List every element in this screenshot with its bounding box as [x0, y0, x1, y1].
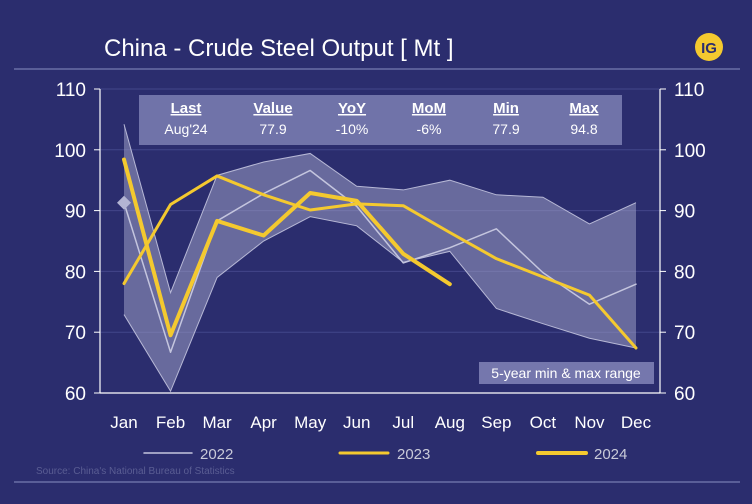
stats-value-yoy: -10%	[336, 121, 369, 137]
stats-header-value: Value	[253, 100, 292, 117]
x-tick-label-aug: Aug	[435, 413, 465, 432]
stats-value-min: 77.9	[492, 121, 519, 137]
stats-header-min: Min	[493, 100, 519, 117]
stats-value-mom: -6%	[417, 121, 442, 137]
stats-value-max: 94.8	[570, 121, 597, 137]
y-tick-label-right-100: 100	[674, 141, 706, 162]
range-band-min-edge	[123, 216, 637, 393]
x-tick-label-jul: Jul	[392, 413, 414, 432]
stats-header-mom: MoM	[412, 100, 446, 117]
legend: 2022 2023 2024	[143, 446, 627, 463]
source-note: Source: China's National Bureau of Stati…	[36, 466, 235, 477]
stats-box: Last Value YoY MoM Min Max Aug'24 77.9 -…	[139, 95, 622, 145]
x-tick-label-apr: Apr	[250, 413, 277, 432]
x-tick-label-may: May	[294, 413, 327, 432]
y-tick-label-left-60: 60	[65, 384, 86, 405]
series-line-2023	[122, 174, 638, 350]
stats-header-yoy: YoY	[338, 100, 366, 117]
range-label: 5-year min & max range	[491, 365, 641, 381]
ig-logo-icon: IG	[695, 33, 723, 61]
logo-text: IG	[701, 40, 717, 57]
x-tick-label-oct: Oct	[530, 413, 557, 432]
series-line-2024	[122, 157, 452, 338]
stats-header-last: Last	[171, 100, 202, 117]
range-label-box: 5-year min & max range	[479, 362, 654, 384]
y-tick-label-right-80: 80	[674, 262, 695, 283]
legend-label-2023: 2023	[397, 446, 430, 463]
legend-label-2022: 2022	[200, 446, 233, 463]
y-tick-label-right-60: 60	[674, 384, 695, 405]
axes: 60 60 70 70 80 80 90 90 100 100 110 110 Jan Feb Mar Apr…	[54, 80, 705, 432]
stats-header-max: Max	[569, 100, 599, 117]
x-tick-label-dec: Dec	[621, 413, 652, 432]
x-tick-label-jan: Jan	[110, 413, 137, 432]
x-tick-label-jun: Jun	[343, 413, 370, 432]
x-tick-label-nov: Nov	[574, 413, 605, 432]
y-tick-label-right-90: 90	[674, 202, 695, 223]
y-tick-label-right-110: 110	[674, 80, 704, 101]
chart-title: China - Crude Steel Output [ Mt ]	[104, 35, 454, 62]
y-tick-label-left-100: 100	[54, 141, 86, 162]
y-tick-label-left-70: 70	[65, 323, 86, 344]
legend-label-2024: 2024	[594, 446, 627, 463]
y-tick-label-left-80: 80	[65, 262, 86, 283]
marker-diamond-2022	[117, 195, 131, 210]
range-band-max-edge	[123, 124, 637, 295]
y-tick-label-left-90: 90	[65, 202, 86, 223]
x-tick-label-mar: Mar	[202, 413, 232, 432]
stats-value-value: 77.9	[259, 121, 286, 137]
y-tick-label-right-70: 70	[674, 323, 695, 344]
series-layer	[117, 157, 638, 354]
y-tick-label-left-110: 110	[56, 80, 86, 101]
stats-value-last: Aug'24	[164, 121, 207, 137]
x-tick-label-sep: Sep	[481, 413, 511, 432]
x-tick-label-feb: Feb	[156, 413, 185, 432]
